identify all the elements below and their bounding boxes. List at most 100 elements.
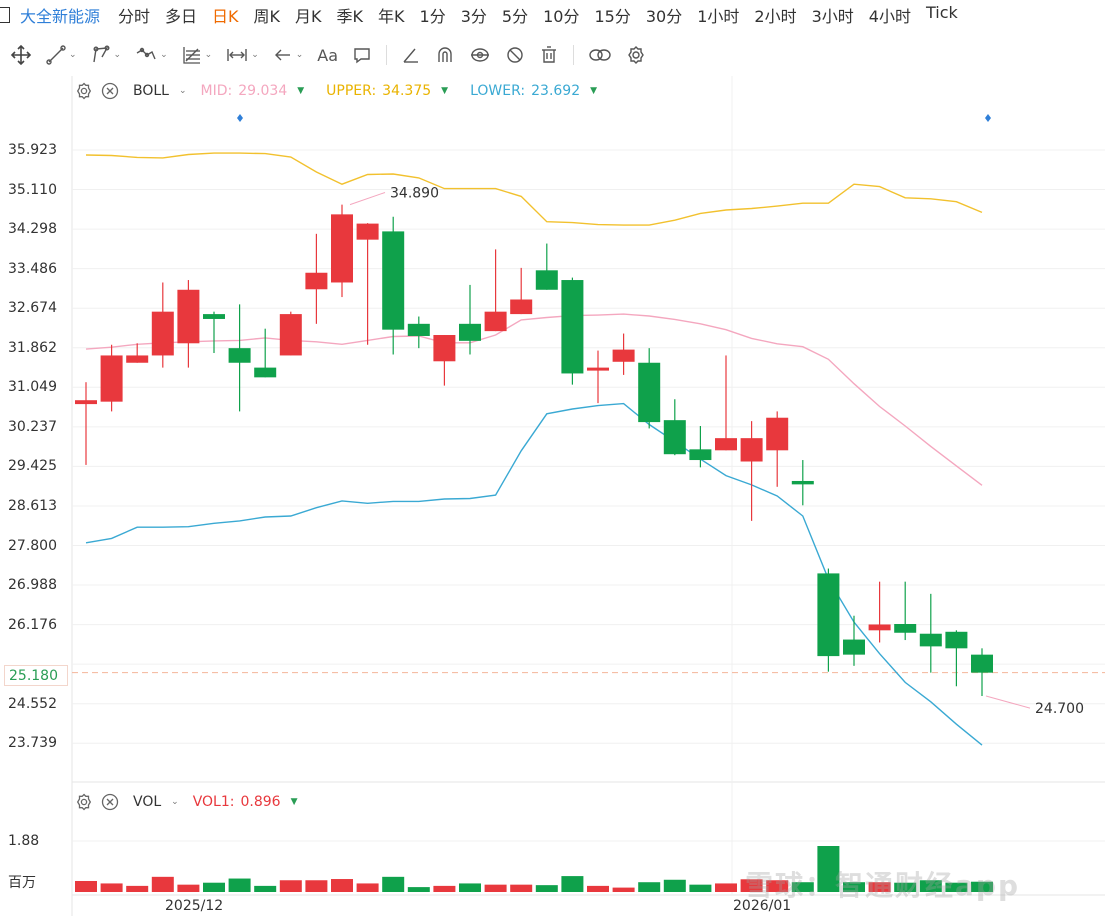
price-axis-tick: 35.110 <box>8 181 57 198</box>
candle-body <box>228 348 251 363</box>
price-axis-tick: 30.237 <box>8 418 57 435</box>
volume-bar <box>100 883 123 892</box>
period-tab[interactable]: 日K <box>212 7 239 26</box>
period-tab[interactable]: 10分 <box>543 7 580 26</box>
hide-icon[interactable] <box>505 45 525 65</box>
settings-icon[interactable] <box>626 45 646 65</box>
gear-icon[interactable] <box>75 82 93 100</box>
chevron-down-icon[interactable]: ⌄ <box>160 50 168 60</box>
volume-bar <box>484 884 507 892</box>
period-tab[interactable]: 2小时 <box>754 7 797 26</box>
candle-body <box>971 654 993 673</box>
period-tab[interactable]: 4小时 <box>868 7 911 26</box>
price-axis-tick: 31.862 <box>8 339 57 356</box>
candle-body <box>817 573 840 657</box>
volume-bar <box>151 876 174 892</box>
candle-body <box>535 270 558 290</box>
volume-bar <box>894 882 917 892</box>
volume-bar <box>612 887 635 892</box>
period-tab[interactable]: 3小时 <box>811 7 854 26</box>
period-tab[interactable]: 分时 <box>118 7 151 26</box>
chevron-down-icon[interactable]: ⌄ <box>251 50 259 60</box>
period-tab[interactable]: 1小时 <box>697 7 740 26</box>
period-tab[interactable]: 季K <box>336 7 364 26</box>
panel-toggle-icon[interactable] <box>0 7 10 23</box>
candle-body <box>843 639 865 655</box>
period-tab[interactable]: 3分 <box>460 7 487 26</box>
boll-mid-label: MID: <box>200 83 233 99</box>
period-tab[interactable]: 1分 <box>419 7 446 26</box>
measure-icon[interactable]: ⌄ <box>226 45 259 65</box>
volume-bar <box>715 883 737 892</box>
candle-body <box>766 417 789 451</box>
caret-down-icon[interactable]: ▼ <box>590 86 598 96</box>
chevron-down-icon[interactable]: ⌄ <box>204 50 213 60</box>
toolbar-divider <box>386 45 388 65</box>
candle-body <box>305 272 328 290</box>
volume-bar <box>433 885 456 892</box>
volume-bar <box>75 880 97 892</box>
stock-name[interactable]: 大全新能源 <box>20 7 101 26</box>
close-icon[interactable] <box>101 82 119 100</box>
volume-bar <box>689 884 712 892</box>
chevron-down-icon[interactable]: ⌄ <box>69 50 77 60</box>
price-axis-tick: 33.486 <box>8 260 57 277</box>
candle-body <box>100 355 123 402</box>
comment-icon[interactable] <box>352 45 372 65</box>
candle-body <box>612 349 635 362</box>
caret-down-icon[interactable]: ▼ <box>290 797 298 807</box>
candle-body <box>459 323 481 341</box>
volume-bar <box>203 882 225 892</box>
chevron-down-icon[interactable]: ⌄ <box>295 50 304 60</box>
zigzag-icon[interactable]: ⌄ <box>135 45 168 65</box>
trash-icon[interactable] <box>539 45 559 65</box>
caret-down-icon[interactable]: ▼ <box>297 86 305 96</box>
boll-lower-line <box>85 402 983 746</box>
move-icon[interactable] <box>10 44 32 66</box>
arrow-icon[interactable]: ⌄ <box>273 45 304 65</box>
volume-bar <box>510 884 533 892</box>
chevron-down-icon[interactable]: ⌄ <box>171 797 179 807</box>
boll-upper-value: 34.375 <box>382 83 432 99</box>
candle-body <box>254 367 277 378</box>
candle-body <box>126 355 149 363</box>
vol-axis-unit: 百万 <box>8 875 36 891</box>
period-tab[interactable]: 年K <box>378 7 405 26</box>
period-tab[interactable]: 月K <box>295 7 322 26</box>
candle-body <box>331 214 353 283</box>
polyline-icon[interactable]: ⌄ <box>91 45 122 65</box>
close-icon[interactable] <box>101 793 119 811</box>
volume-bar <box>766 880 789 892</box>
eye-icon[interactable] <box>469 45 491 65</box>
fib-icon[interactable]: ⌄ <box>182 45 213 65</box>
low-marker-line <box>985 695 1031 709</box>
vol1-value: 0.896 <box>240 794 281 810</box>
period-tab[interactable]: Tick <box>925 3 958 22</box>
period-tab[interactable]: 30分 <box>645 7 683 26</box>
vol-axis-tick: 1.88 <box>8 833 40 849</box>
caret-down-icon[interactable]: ▼ <box>441 86 449 96</box>
boll-mid-value: 29.034 <box>238 83 288 99</box>
volume-bar <box>868 882 891 892</box>
indicator-name: VOL <box>133 794 162 810</box>
period-tab[interactable]: 15分 <box>594 7 631 26</box>
candle-body <box>663 420 686 455</box>
period-tab[interactable]: 周K <box>253 7 281 26</box>
text-icon[interactable]: Aa <box>317 46 338 65</box>
period-tab[interactable]: 多日 <box>165 7 198 26</box>
price-axis-tick: 26.988 <box>8 577 57 594</box>
volume-bar <box>919 880 942 892</box>
candle-body <box>407 323 430 336</box>
candle-body <box>177 289 200 344</box>
period-tab[interactable]: 5分 <box>501 7 529 26</box>
link-icon[interactable] <box>588 45 612 65</box>
chevron-down-icon[interactable]: ⌄ <box>178 86 187 96</box>
chevron-down-icon[interactable]: ⌄ <box>113 50 122 60</box>
line-icon[interactable]: ⌄ <box>46 45 77 65</box>
volume-bar <box>382 876 405 892</box>
gear-icon[interactable] <box>75 793 93 811</box>
ruler-icon[interactable] <box>401 45 421 65</box>
price-axis-tick: 32.674 <box>8 300 57 317</box>
magnet-icon[interactable] <box>435 45 455 65</box>
